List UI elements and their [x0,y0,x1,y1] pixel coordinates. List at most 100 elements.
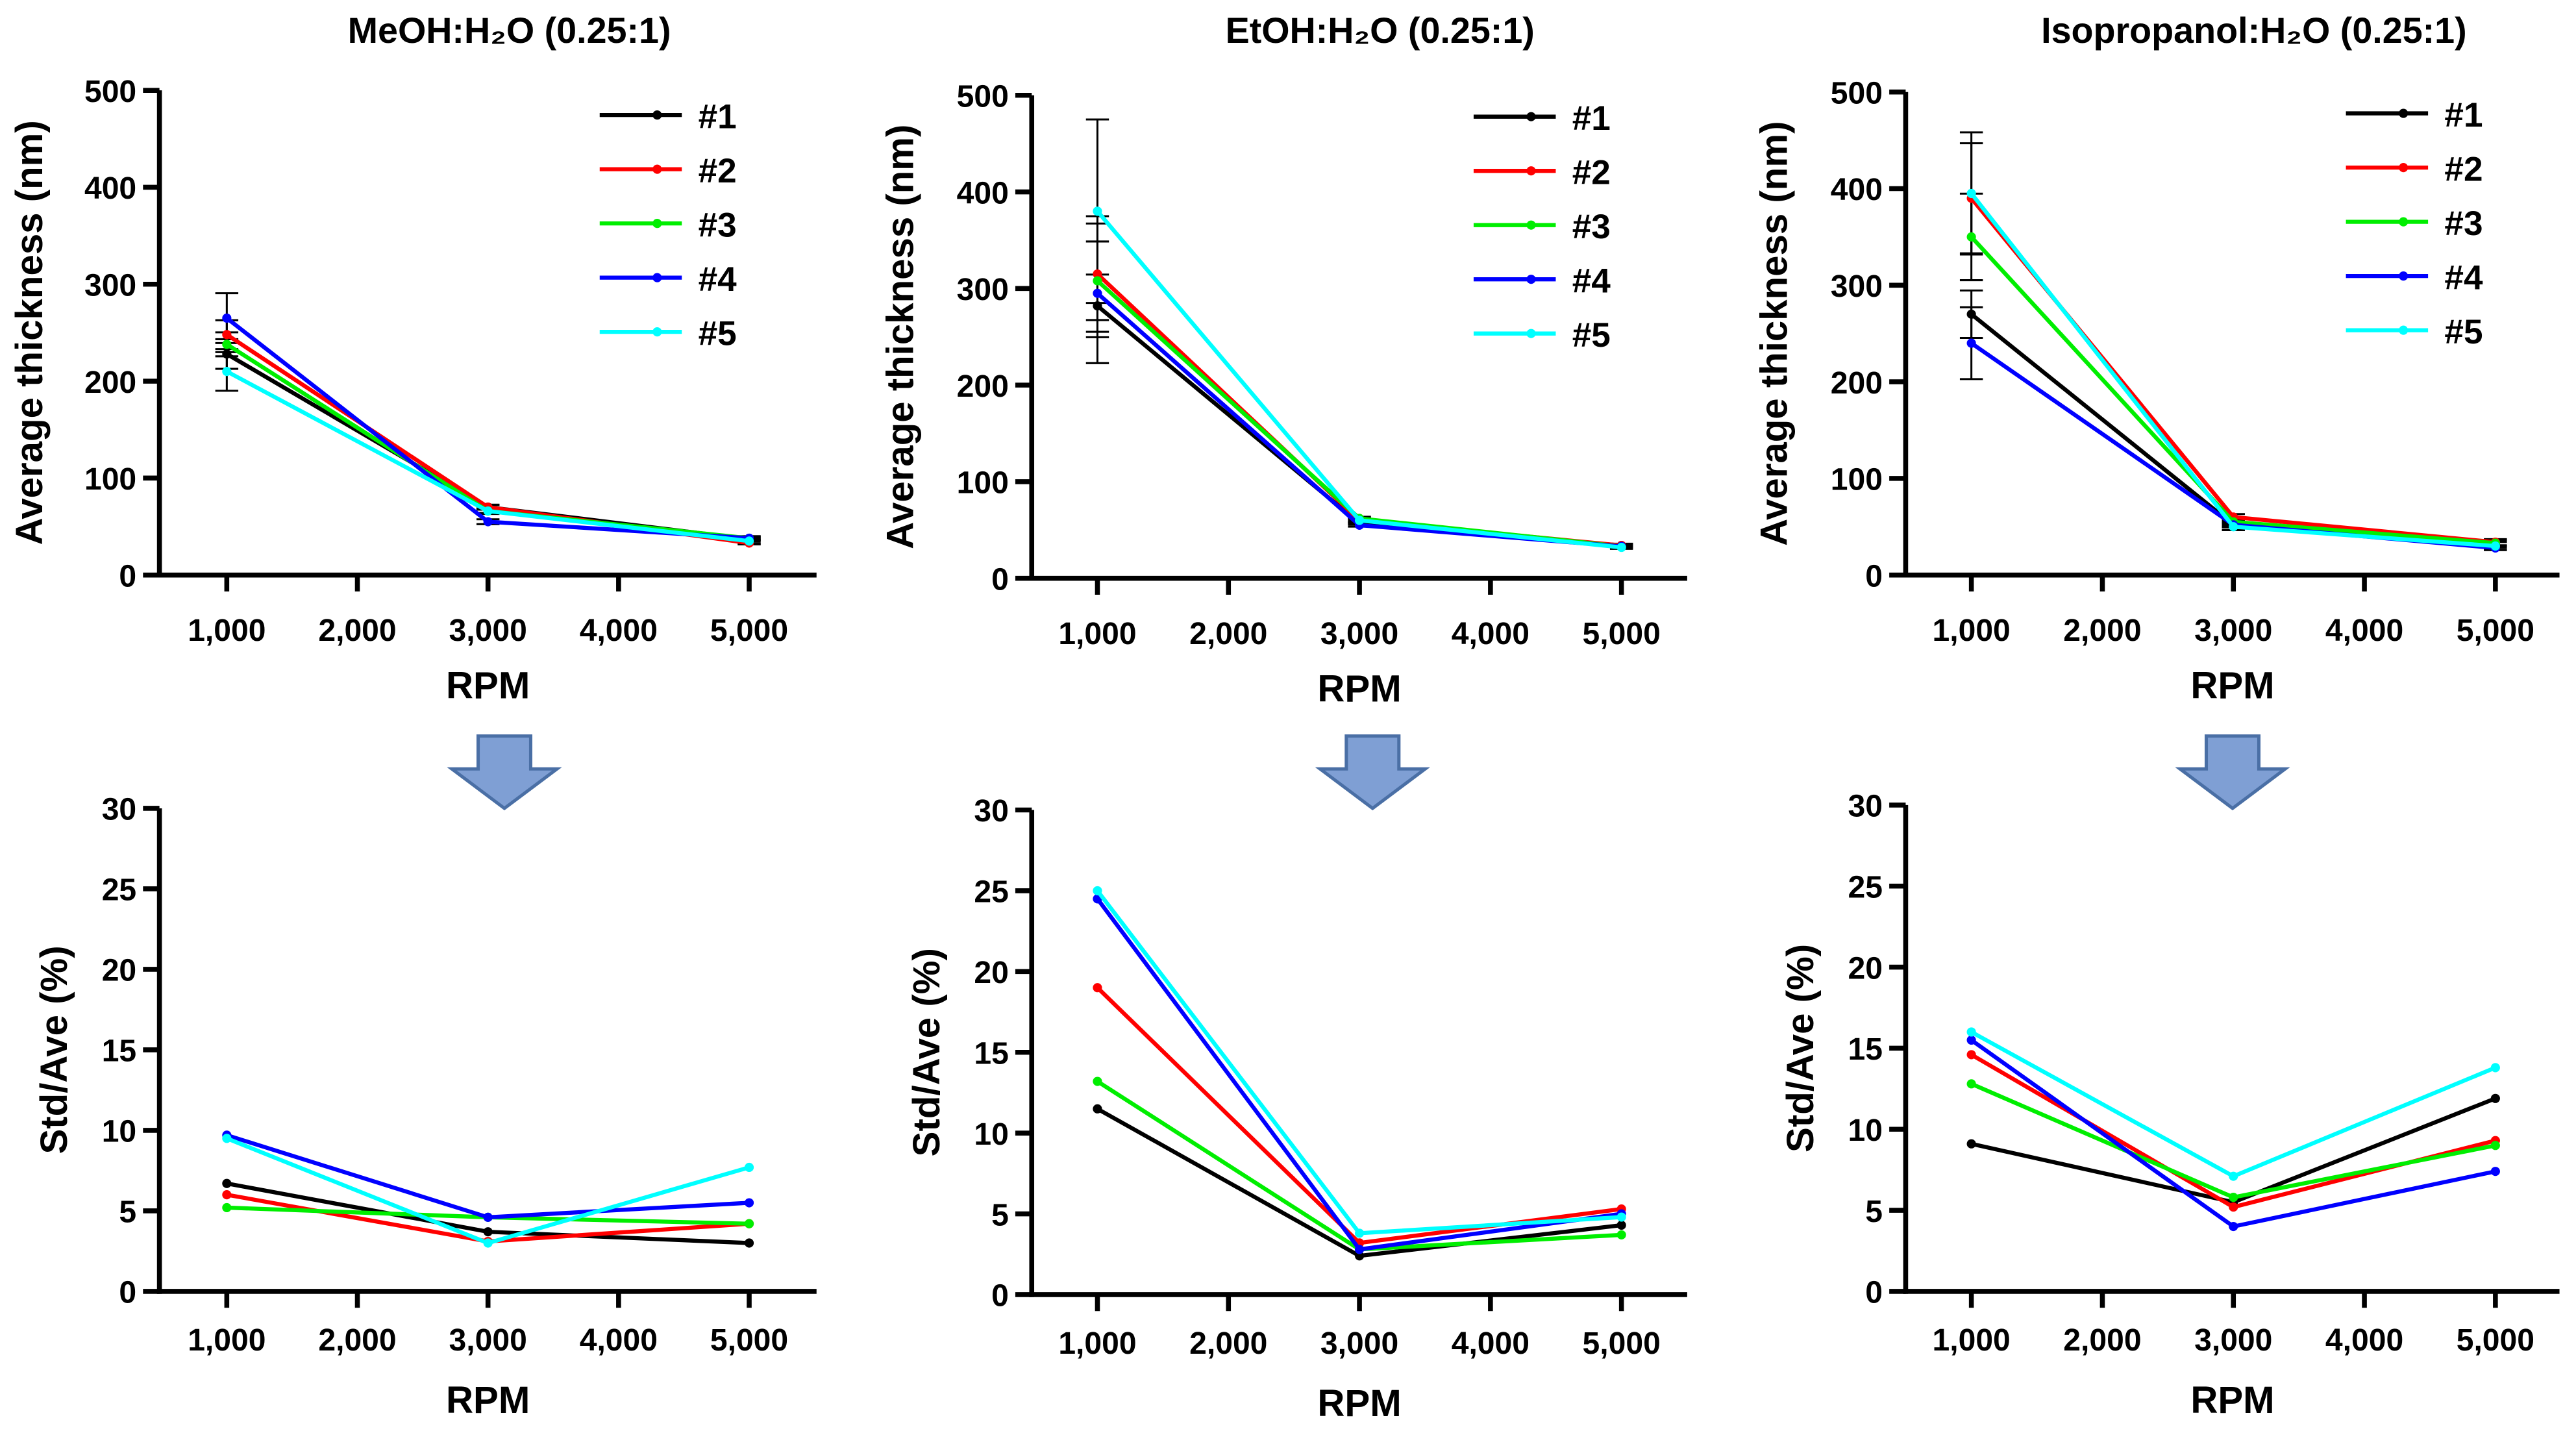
data-point [1093,1104,1102,1114]
series-line-1 [1970,312,2496,547]
y-tick-label: 10 [974,1117,1008,1152]
y-tick-label: 0 [1865,1275,1883,1310]
chart-4: 0 5 10 15 20 25 30 1,000 2,000 3,000 4,000 5,000 RPM… [33,792,817,1421]
y-tick-label: 30 [102,792,136,827]
data-point [2490,1167,2500,1176]
data-point [1093,269,1102,279]
data-point [1093,301,1102,311]
y-tick-label: 15 [102,1034,136,1069]
y-tick-label: 500 [1831,75,1883,110]
data-point [2229,1193,2238,1202]
data-point [1616,543,1626,553]
x-tick-label: 5,000 [2457,613,2534,648]
data-point [222,313,232,323]
x-tick-label: 2,000 [1189,616,1267,651]
legend-label: #2 [699,152,737,190]
y-tick-label: 0 [991,1278,1009,1313]
data-point [1966,1079,1976,1089]
data-point [1966,1027,1976,1037]
y-tick-label: 300 [1831,269,1883,304]
series-line-3 [1096,279,1622,549]
x-tick-label: 1,000 [188,613,266,648]
y-tick-label: 500 [84,74,136,109]
x-tick-label: 2,000 [1189,1326,1267,1361]
data-point [483,506,493,516]
y-tick-label: 15 [1848,1032,1883,1067]
x-axis-label: RPM [2190,1379,2274,1421]
data-point [222,330,232,340]
y-tick-label: 100 [1831,462,1883,497]
y-tick-label: 400 [957,175,1009,210]
x-tick-label: 5,000 [1583,616,1661,651]
y-tick-label: 10 [102,1114,136,1149]
x-tick-label: 3,000 [1320,616,1398,651]
data-point [483,1212,493,1222]
y-tick-label: 200 [1831,366,1883,401]
y-tick-label: 200 [84,365,136,400]
legend-marker [2399,108,2409,118]
x-axis-label: RPM [2190,664,2274,706]
x-tick-label: 1,000 [1058,1326,1136,1361]
data-point [222,1202,232,1213]
data-point [1093,886,1102,895]
legend-marker [1526,112,1536,121]
legend-label: #4 [2444,258,2483,297]
y-tick-label: 30 [1848,789,1883,824]
legend-marker [652,164,662,174]
x-tick-label: 2,000 [318,613,396,648]
x-tick-label: 1,000 [1058,616,1136,651]
y-axis-label: Average thickness (nm) [879,125,921,549]
data-point [1966,1035,1976,1045]
data-point [483,1227,493,1237]
data-point [744,1238,754,1248]
x-tick-label: 5,000 [710,613,788,648]
x-tick-label: 3,000 [2194,1323,2272,1358]
y-axis-label: Average thickness (nm) [8,120,51,545]
y-tick-label: 20 [102,953,136,988]
legend-label: #1 [699,97,737,136]
series-line-5 [1096,210,1622,550]
y-tick-label: 0 [991,562,1009,597]
legend-label: #5 [1572,316,1611,355]
x-axis-label: RPM [446,664,530,706]
legend-marker [652,273,662,282]
y-tick-label: 100 [957,466,1009,501]
data-point [222,349,232,359]
y-tick-label: 25 [974,875,1008,910]
data-point [222,367,232,377]
y-tick-label: 10 [1848,1113,1883,1148]
x-tick-label: 3,000 [1320,1326,1398,1361]
x-tick-label: 4,000 [1452,616,1530,651]
legend-label: #3 [1572,208,1611,246]
y-tick-label: 25 [1848,869,1883,904]
legend-label: #1 [2444,96,2483,134]
data-point [744,536,754,546]
data-point [744,1219,754,1228]
series-line-2 [1096,272,1622,548]
x-tick-label: 1,000 [1933,1323,2011,1358]
legend-marker [2399,271,2409,281]
legend-label: #5 [699,314,737,353]
y-axis-label: Std/Ave (%) [906,948,948,1156]
y-tick-label: 200 [957,369,1009,404]
x-tick-label: 4,000 [2325,1323,2403,1358]
chart-6: 0 5 10 15 20 25 30 1,000 2,000 3,000 4,000 5,000 RPM… [1779,789,2560,1421]
legend-label: #4 [699,260,737,299]
series-line-4 [226,1133,750,1220]
y-tick-label: 300 [957,272,1009,307]
legend-marker [652,327,662,337]
chart-title: EtOH:H₂O (0.25:1) [1226,10,1535,51]
y-axis-label: Average thickness (nm) [1753,121,1796,546]
y-tick-label: 300 [84,268,136,303]
series-line-4 [1096,292,1622,549]
x-tick-label: 3,000 [449,613,527,648]
data-point [1093,983,1102,993]
y-tick-label: 5 [119,1195,136,1230]
series-line-5 [1970,192,2496,549]
x-tick-label: 3,000 [449,1323,527,1358]
y-tick-label: 0 [1865,558,1883,593]
data-point [1616,1220,1626,1230]
y-tick-label: 20 [974,955,1008,990]
x-tick-label: 2,000 [2063,613,2141,648]
legend-marker [1526,329,1536,338]
